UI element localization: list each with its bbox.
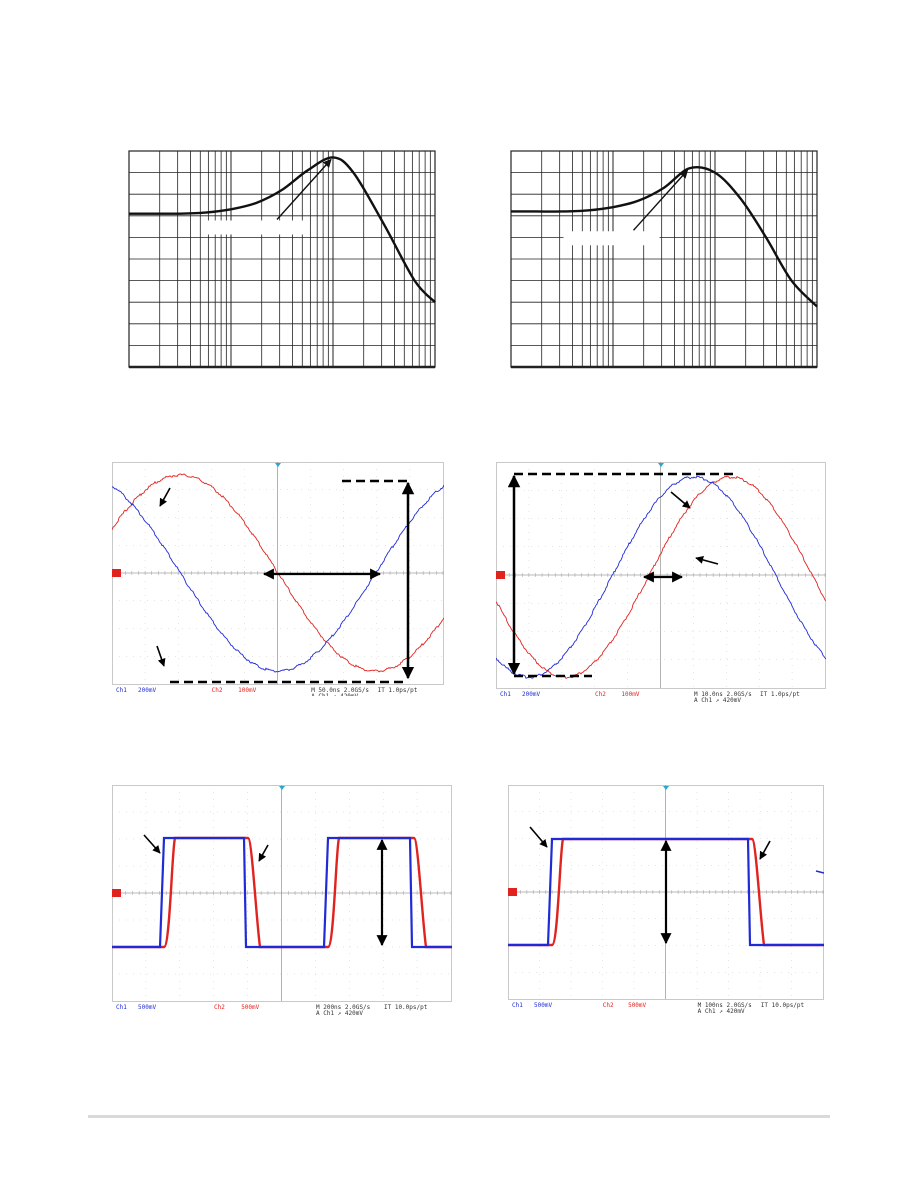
ch1-trace: [112, 836, 452, 949]
sample-readout: IT 10.0ps/pt: [384, 1004, 428, 1011]
bode-plot-right: [510, 150, 820, 370]
ch1-trace: [508, 837, 824, 947]
ch1-edge-stub: [815, 870, 824, 874]
ch1-label: Ch1: [116, 1004, 127, 1011]
ch1-trace: [112, 484, 444, 673]
peak-arrow: [632, 169, 689, 231]
ch1-scale: 200mV: [138, 687, 156, 694]
scope-sine-left-svg: Ch1 200mV Ch2 100mV M 50.0ns 2.0GS/s IT 1.0ps…: [112, 462, 444, 696]
ch2-scale: 500mV: [241, 1004, 259, 1011]
bode-plot-left-svg: [128, 150, 436, 369]
trigger-readout: A Ch1 ↗ 420mV: [311, 693, 358, 696]
time-readout: M 100ns 2.0GS/s: [698, 1002, 753, 1009]
annotation-box: [563, 231, 660, 246]
ch2-trace: [496, 475, 826, 679]
ch2-label: Ch2: [603, 1002, 614, 1009]
trigger-marker: [279, 786, 285, 790]
time-readout: M 200ns 2.0GS/s: [316, 1004, 371, 1011]
ch1-label: Ch1: [116, 687, 127, 694]
bode-plot-left: [128, 150, 438, 370]
trigger-marker: [663, 786, 669, 790]
ch2-ground-marker: [112, 569, 121, 577]
ch1-scale: 500mV: [138, 1004, 156, 1011]
ch2-pointer: [695, 556, 719, 565]
ch2-scale: 100mV: [621, 691, 639, 698]
ch2-label: Ch2: [214, 1004, 225, 1011]
ch2-ground-marker: [496, 571, 505, 579]
time-readout: M 50.0ns 2.0GS/s: [311, 687, 369, 694]
scope-screen: [112, 785, 452, 1002]
annotation-box: [207, 220, 303, 235]
ch2-label: Ch2: [212, 687, 223, 694]
scope-sine-left: Ch1 200mV Ch2 100mV M 50.0ns 2.0GS/s IT 1.0ps…: [112, 462, 444, 696]
ch2-pointer: [159, 487, 171, 507]
bode-plot-right-svg: [510, 150, 818, 369]
scope-square-right-svg: Ch1 500mV Ch2 500mV M 100ns 2.0GS/s IT 10.0ps…: [508, 785, 824, 1015]
rising-edge-pointer: [529, 826, 548, 848]
trigger-readout: A Ch1 ↗ 420mV: [694, 697, 741, 704]
time-readout: M 10.0ns 2.0GS/s: [694, 691, 752, 698]
trigger-marker: [275, 463, 281, 467]
rising-edge-pointer: [143, 834, 161, 854]
response-curve: [510, 165, 818, 308]
ch1-pointer: [156, 645, 166, 667]
trigger-marker: [658, 463, 664, 467]
ch1-scale: 500mV: [534, 1002, 552, 1009]
trigger-readout: A Ch1 ↗ 420mV: [316, 1010, 363, 1017]
scope-square-left-svg: Ch1 500mV Ch2 500mV M 200ns 2.0GS/s IT 10.0ps…: [112, 785, 452, 1017]
ch2-ground-marker: [112, 889, 121, 897]
ch1-label: Ch1: [500, 691, 511, 698]
peak-arrow: [276, 158, 332, 220]
scope-sine-right-svg: Ch1 200mV Ch2 100mV M 10.0ns 2.0GS/s IT 1.0ps…: [496, 462, 826, 704]
ch2-scale: 100mV: [238, 687, 256, 694]
scope-square-right: Ch1 500mV Ch2 500mV M 100ns 2.0GS/s IT 10.0ps…: [508, 785, 824, 1017]
sample-readout: IT 1.0ps/pt: [378, 687, 418, 694]
falling-edge-pointer: [759, 840, 771, 860]
response-curve: [128, 156, 436, 304]
footer-rule: [88, 1115, 830, 1118]
sample-readout: IT 1.0ps/pt: [760, 691, 800, 698]
ch1-trace: [496, 475, 826, 679]
scope-sine-right: Ch1 200mV Ch2 100mV M 10.0ns 2.0GS/s IT 1.0ps…: [496, 462, 826, 708]
ch2-scale: 500mV: [628, 1002, 646, 1009]
ch1-label: Ch1: [512, 1002, 523, 1009]
falling-edge-pointer: [258, 844, 269, 862]
scope-square-left: Ch1 500mV Ch2 500mV M 200ns 2.0GS/s IT 10.0ps…: [112, 785, 452, 1017]
sample-readout: IT 10.0ps/pt: [761, 1002, 805, 1009]
ch1-pointer: [670, 491, 691, 509]
trigger-readout: A Ch1 ↗ 420mV: [698, 1008, 745, 1015]
ch2-ground-marker: [508, 888, 517, 896]
ch1-scale: 200mV: [522, 691, 540, 698]
ch2-label: Ch2: [595, 691, 606, 698]
